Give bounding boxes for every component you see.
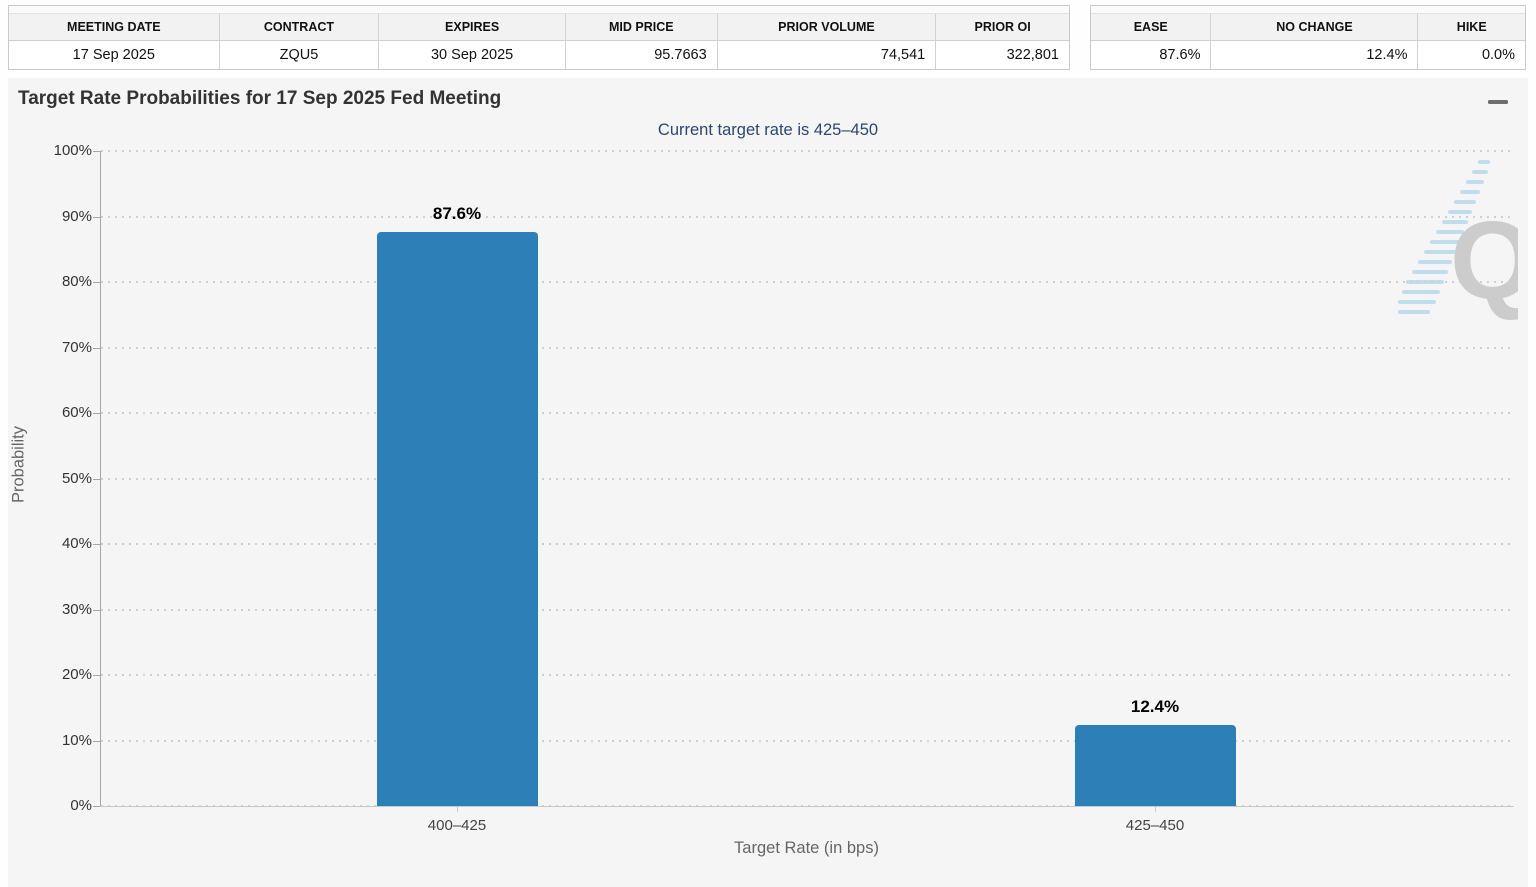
summary-value-0: 17 Sep 2025 <box>72 47 155 63</box>
gridline-20 <box>101 674 1513 676</box>
y-axis-label-20: 20% <box>61 666 92 683</box>
y-axis-tick-80 <box>93 282 100 283</box>
bar-400–425[interactable] <box>376 232 538 806</box>
summary-value-4: 74,541 <box>716 41 936 69</box>
x-axis-label-1: 425–450 <box>1125 817 1185 834</box>
gridline-60 <box>101 412 1513 414</box>
y-axis-tick-20 <box>93 675 100 676</box>
summary-table-header-row: MEETING DATE CONTRACT EXPIRES MID PRICE PRIO… <box>9 14 1069 41</box>
y-axis-tick-60 <box>93 413 100 414</box>
gridline-90 <box>101 215 1513 218</box>
gridline-100 <box>101 150 1513 152</box>
summary-value-5: 322,801 <box>935 41 1069 69</box>
y-axis-label-50: 50% <box>61 469 92 487</box>
x-axis-tick-0 <box>457 806 458 812</box>
summary-value-1: ZQU5 <box>218 41 379 69</box>
table-top-strip <box>9 6 1069 14</box>
probability-header-2: HIKE <box>1417 14 1525 40</box>
summary-header-3: MID PRICE <box>564 14 717 40</box>
y-axis-tick-10 <box>93 740 100 742</box>
bar-value-label-1: 12.4% <box>1130 696 1180 716</box>
summary-table-data-row: 17 Sep 2025 ZQU5 30 Sep 2025 95.7663 74,541 3… <box>9 41 1069 69</box>
summary-header-5: PRIOR OI <box>935 14 1069 40</box>
chart-panel: Target Rate Probabilities for 17 Sep 202… <box>8 78 1528 887</box>
probability-table-data-row: 87.6% 12.4% 0.0% <box>1091 41 1525 69</box>
chart-subtitle: Current target rate is 425–450 <box>657 121 879 139</box>
y-axis-label-60: 60% <box>61 404 92 421</box>
gridline-70 <box>101 346 1513 349</box>
bar-value-label-0: 87.6% <box>432 204 482 224</box>
summary-value-2: 30 Sep 2025 <box>378 41 565 69</box>
gridline-30 <box>101 608 1513 611</box>
y-axis-tick-100 <box>93 151 100 152</box>
action-probability-table: EASE NO CHANGE HIKE 87.6% 12.4% 0.0% <box>1090 5 1526 70</box>
quikstrike-watermark-icon: Q <box>1398 160 1518 322</box>
y-axis-label-80: 80% <box>61 273 92 290</box>
probability-header-1: NO CHANGE <box>1210 14 1417 40</box>
y-axis-label-0: 0% <box>70 797 92 814</box>
y-axis-label-30: 30% <box>61 600 92 618</box>
table-top-strip <box>1091 6 1525 14</box>
y-axis-tick-40 <box>93 544 100 545</box>
y-axis-tick-70 <box>93 347 100 349</box>
y-axis-title: Probability <box>9 425 28 504</box>
y-axis-label-90: 90% <box>61 207 92 225</box>
x-axis-label-0: 400–425 <box>427 817 487 834</box>
gridline-40 <box>101 543 1513 545</box>
chart-title: Target Rate Probabilities for 17 Sep 202… <box>18 88 502 109</box>
summary-header-1: CONTRACT <box>218 14 379 40</box>
summary-header-0: MEETING DATE <box>67 20 161 34</box>
y-axis-label-10: 10% <box>61 731 92 749</box>
y-axis-label-40: 40% <box>61 535 92 552</box>
y-axis-line <box>100 151 101 806</box>
gridline-80 <box>101 281 1513 283</box>
gridline-50 <box>101 477 1513 480</box>
probability-value-1: 12.4% <box>1210 41 1417 69</box>
probability-table-header-row: EASE NO CHANGE HIKE <box>1091 14 1525 41</box>
probability-value-0: 87.6% <box>1159 47 1201 63</box>
x-axis-tick-1 <box>1155 806 1156 812</box>
bar-425–450[interactable] <box>1074 724 1236 806</box>
y-axis-label-100: 100% <box>53 142 92 159</box>
contract-summary-table: MEETING DATE CONTRACT EXPIRES MID PRICE PRIO… <box>8 5 1070 70</box>
hamburger-bar <box>1488 100 1508 104</box>
x-axis-line <box>100 806 1514 807</box>
summary-header-2: EXPIRES <box>378 14 565 40</box>
probability-value-2: 0.0% <box>1417 41 1525 69</box>
gridline-10 <box>101 739 1513 742</box>
x-axis-title: Target Rate (in bps) <box>734 839 879 857</box>
hamburger-icon[interactable] <box>1485 91 1511 113</box>
summary-value-3: 95.7663 <box>564 41 717 69</box>
probability-header-0: EASE <box>1133 20 1168 34</box>
summary-header-4: PRIOR VOLUME <box>716 14 936 40</box>
y-axis-label-70: 70% <box>61 338 92 356</box>
y-axis-tick-90 <box>93 216 100 218</box>
y-axis-tick-30 <box>93 609 100 611</box>
y-axis-tick-50 <box>93 478 100 480</box>
y-axis-tick-0 <box>93 806 100 807</box>
